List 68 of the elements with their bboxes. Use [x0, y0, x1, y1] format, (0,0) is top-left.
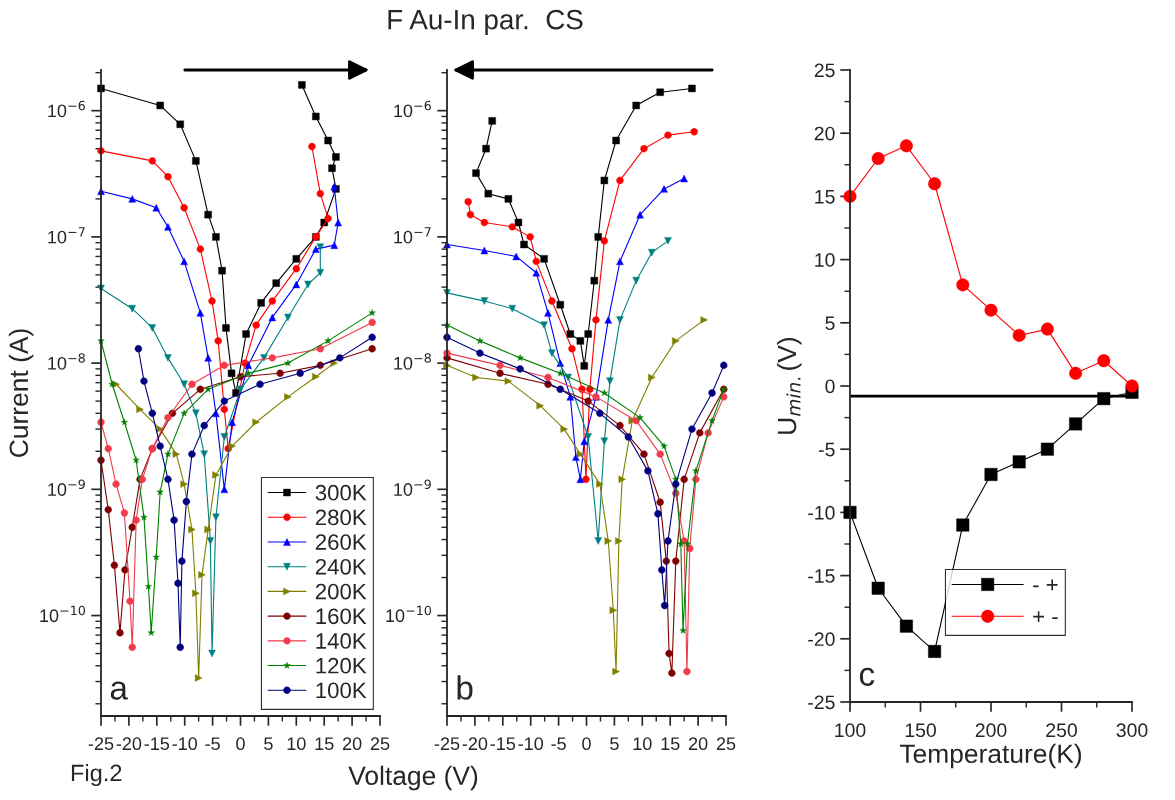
x-tick-label: -10 — [172, 737, 198, 751]
y-tick-label: 25 — [814, 63, 835, 78]
y-tick-label: 15 — [815, 190, 835, 204]
x-tick-label: 15 — [661, 737, 680, 751]
y-tick-label: -25 — [808, 695, 835, 710]
y-tick-label: 10$^{−9}$ — [48, 479, 85, 496]
x-tick-label: 200 — [975, 723, 1007, 738]
legend-label: 100K — [316, 682, 367, 699]
y-axis-title: Current (A) — [8, 329, 34, 457]
annotation: c — [859, 667, 875, 686]
caption: Fig.2 — [71, 763, 122, 787]
y-tick-label: 10$^{−10}$ — [386, 605, 432, 623]
x-tick-label: 250 — [1046, 723, 1077, 738]
y-tick-label: 10 — [815, 253, 835, 267]
x-tick-label: -15 — [144, 737, 170, 751]
legend-label: 140K — [316, 633, 367, 649]
x-tick-label: 5 — [610, 737, 619, 751]
x-tick-label: -5 — [551, 737, 566, 751]
legend-label: 120K — [316, 657, 367, 674]
x-tick-label: 5 — [264, 737, 273, 751]
x-tick-label: 0 — [582, 737, 591, 751]
y-tick-label: 10$^{−6}$ — [394, 100, 431, 118]
x-tick-label: 100 — [835, 723, 866, 738]
x-tick-label: 20 — [688, 737, 708, 751]
y-tick-label: 5 — [825, 316, 835, 331]
y-axis-title: U$_{min.}$(V) — [776, 338, 802, 434]
x-tick-label: -5 — [205, 737, 220, 751]
x-axis-title: Voltage (V) — [348, 765, 478, 791]
legend-label: 300K — [315, 484, 367, 501]
legend-label: 280K — [315, 509, 367, 526]
y-tick-label: 10$^{−7}$ — [48, 227, 85, 244]
x-tick-label: -15 — [490, 737, 516, 751]
legend-label: 160K — [316, 608, 367, 625]
x-tick-label: 20 — [342, 737, 362, 751]
y-tick-label: 10$^{−8}$ — [48, 353, 85, 370]
x-axis-title: Temperature(K) — [899, 743, 1082, 769]
y-tick-label: -15 — [808, 569, 835, 583]
x-tick-label: -20 — [116, 737, 142, 751]
y-tick-label: -20 — [808, 632, 835, 647]
annotation: b — [457, 675, 473, 700]
x-tick-label: -20 — [462, 737, 488, 751]
chart-title: F Au-In par. CS — [388, 9, 583, 35]
y-tick-label: 10$^{−6}$ — [48, 100, 85, 118]
y-tick-label: 10$^{−7}$ — [394, 227, 431, 244]
x-tick-label: 25 — [716, 737, 736, 751]
x-tick-label: -10 — [518, 737, 544, 751]
legend-label: + - — [1033, 611, 1058, 623]
y-tick-label: -5 — [818, 442, 835, 457]
annotation: a — [110, 681, 128, 700]
y-tick-label: -10 — [808, 505, 835, 520]
y-tick-label: 10$^{−10}$ — [40, 605, 86, 623]
y-tick-label: 20 — [814, 126, 835, 141]
y-tick-label: 10$^{−8}$ — [394, 353, 431, 370]
x-tick-label: -25 — [434, 737, 460, 751]
legend-label: 240K — [315, 558, 367, 575]
legend-label: - + — [1033, 579, 1058, 591]
x-tick-label: -25 — [88, 737, 114, 751]
x-tick-label: 10 — [287, 737, 306, 751]
x-tick-label: 25 — [370, 737, 390, 751]
x-tick-label: 300 — [1116, 723, 1148, 738]
x-tick-label: 15 — [315, 737, 334, 751]
y-tick-label: 0 — [825, 379, 835, 394]
legend-label: 260K — [315, 534, 367, 550]
x-tick-label: 0 — [236, 737, 245, 751]
x-tick-label: 150 — [905, 723, 936, 738]
legend-label: 200K — [315, 583, 367, 600]
y-tick-label: 10$^{−9}$ — [394, 479, 431, 496]
x-tick-label: 10 — [633, 737, 652, 751]
